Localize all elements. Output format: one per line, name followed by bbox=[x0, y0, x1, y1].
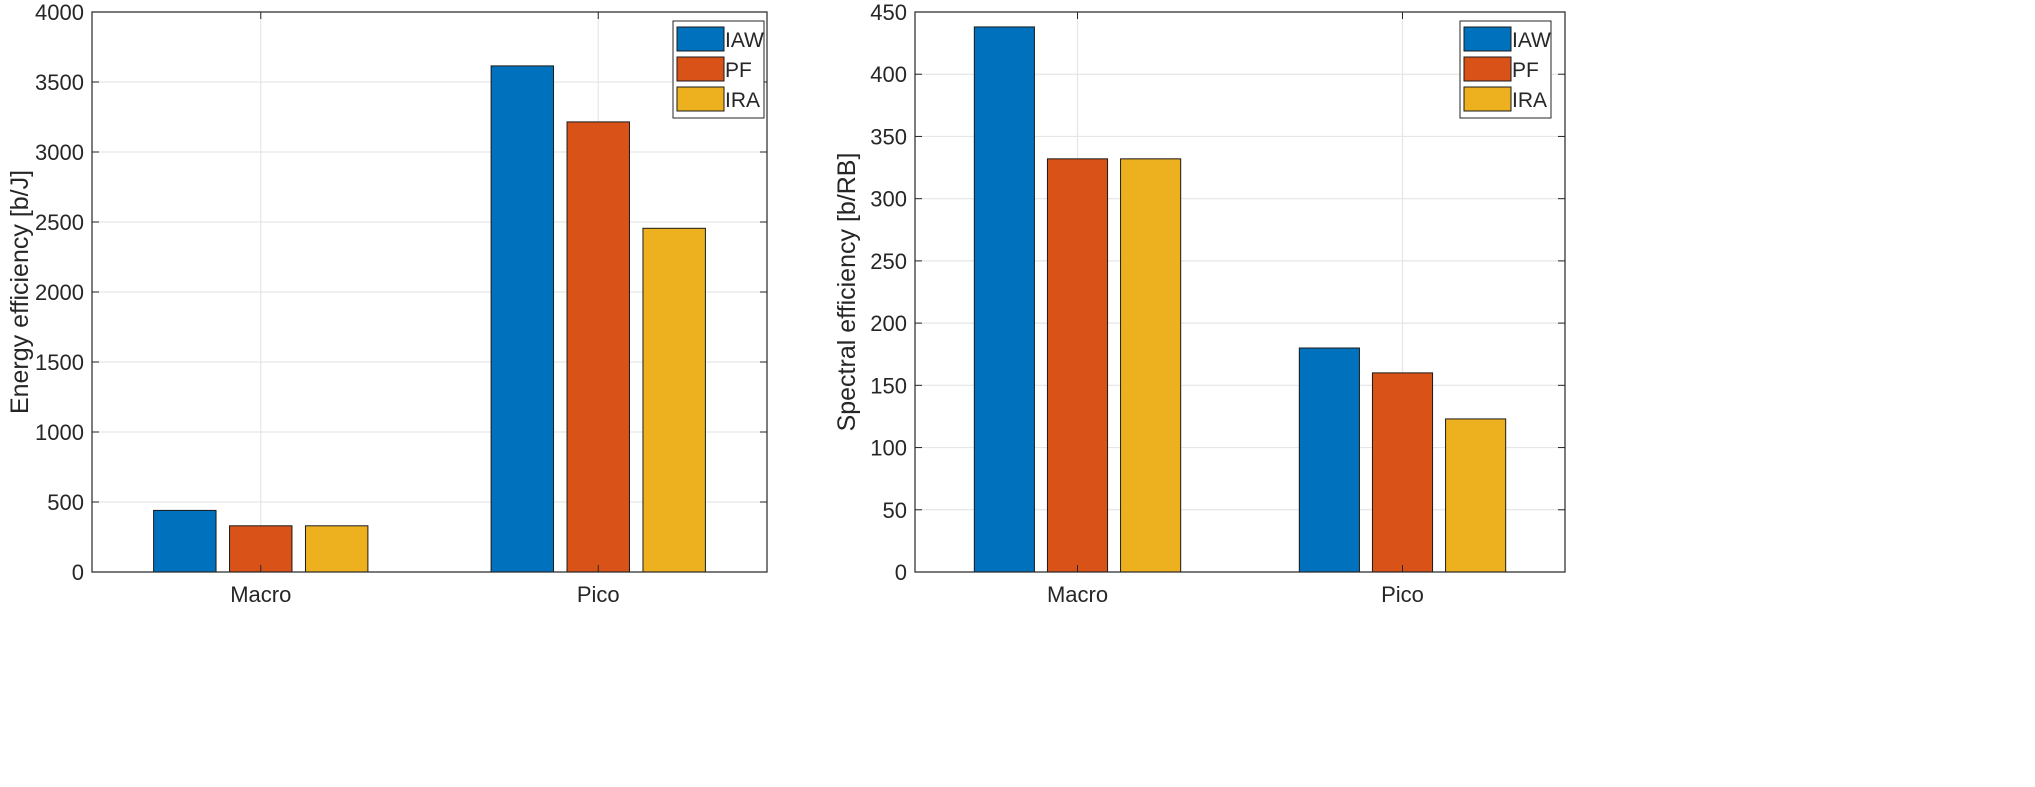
y-tick-label: 150 bbox=[870, 373, 907, 398]
y-axis-label: Spectral efficiency [b/RB] bbox=[833, 153, 861, 432]
y-tick-label: 450 bbox=[870, 0, 907, 25]
y-axis-label: Energy efficiency [b/J] bbox=[6, 170, 34, 414]
y-tick-label: 50 bbox=[883, 498, 907, 523]
x-tick-label: Macro bbox=[1047, 582, 1108, 607]
legend-label: IRA bbox=[1512, 89, 1547, 112]
axes-box bbox=[914, 11, 1566, 573]
legend-swatch-ira bbox=[1463, 86, 1512, 112]
y-tick-label: 3000 bbox=[35, 140, 84, 165]
legend-swatch-pf bbox=[676, 56, 725, 82]
bar-iaw-pico bbox=[1298, 347, 1360, 573]
y-tick-label: 0 bbox=[72, 560, 84, 585]
bar-iaw-macro bbox=[973, 26, 1035, 573]
y-tick-label: 3500 bbox=[35, 70, 84, 95]
bar-iaw-pico bbox=[490, 65, 555, 573]
y-tick-label: 250 bbox=[870, 249, 907, 274]
chart-0: 0 500 1000 1500 2000 2500 3000 3500 4000 Macro Pic… bbox=[6, 0, 768, 607]
y-tick-label: 0 bbox=[895, 560, 907, 585]
legend: IAW PF IRA bbox=[672, 20, 765, 119]
y-tick-label: 350 bbox=[870, 124, 907, 149]
chart-1: 0 50 100 150 200 250 300 350 400 450 Macro Pico Spec… bbox=[833, 0, 1566, 607]
legend: IAW PF IRA bbox=[1459, 20, 1552, 119]
bar-pf-macro bbox=[1046, 158, 1109, 573]
x-tick-label: Pico bbox=[1381, 582, 1424, 607]
legend-label: IRA bbox=[725, 89, 760, 112]
legend-label: IAW bbox=[725, 29, 764, 52]
bar-ira-macro bbox=[304, 525, 369, 573]
y-tick-label: 400 bbox=[870, 62, 907, 87]
y-tick-label: 300 bbox=[870, 187, 907, 212]
bar-pf-pico bbox=[1371, 372, 1434, 573]
y-tick-label: 1000 bbox=[35, 420, 84, 445]
bar-pf-pico bbox=[566, 121, 630, 573]
x-tick-label: Pico bbox=[577, 582, 620, 607]
legend-swatch-pf bbox=[1463, 56, 1512, 82]
legend-label: PF bbox=[1512, 59, 1539, 82]
y-tick-label: 2500 bbox=[35, 210, 84, 235]
y-tick-label: 1500 bbox=[35, 350, 84, 375]
legend-swatch-iaw bbox=[1463, 26, 1512, 52]
bar-ira-pico bbox=[1445, 418, 1507, 573]
bar-ira-pico bbox=[642, 227, 706, 573]
y-tick-label: 2000 bbox=[35, 280, 84, 305]
y-tick-label: 200 bbox=[870, 311, 907, 336]
legend-swatch-ira bbox=[676, 86, 725, 112]
axes-box bbox=[91, 11, 768, 573]
bar-pf-macro bbox=[229, 525, 293, 573]
y-tick-label: 4000 bbox=[35, 0, 84, 25]
legend-label: IAW bbox=[1512, 29, 1551, 52]
y-tick-label: 500 bbox=[47, 490, 84, 515]
legend-swatch-iaw bbox=[676, 26, 725, 52]
bar-ira-macro bbox=[1120, 158, 1182, 573]
x-tick-label: Macro bbox=[230, 582, 291, 607]
bar-iaw-macro bbox=[153, 509, 217, 573]
y-tick-label: 100 bbox=[870, 436, 907, 461]
legend-label: PF bbox=[725, 59, 752, 82]
